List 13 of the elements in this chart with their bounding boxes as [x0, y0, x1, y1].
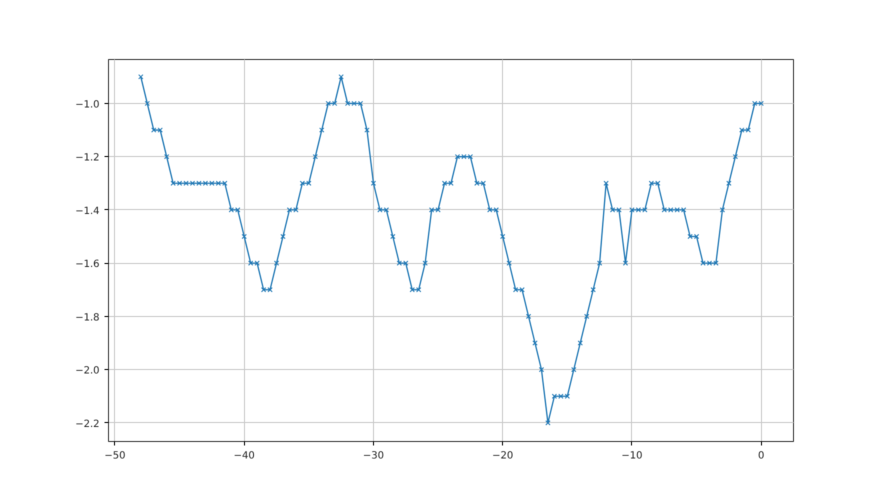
y-tick-label: −1.0	[75, 99, 100, 110]
y-tick-label: −1.8	[75, 312, 100, 324]
x-tick-label: −20	[492, 450, 514, 462]
x-tick-label: −40	[234, 450, 255, 462]
y-tick-label: −1.2	[75, 152, 100, 164]
x-tick-label: −10	[621, 450, 642, 462]
y-tick-label: −2.0	[75, 366, 100, 377]
x-tick-label: 0	[758, 450, 764, 462]
y-tick-label: −2.2	[75, 418, 100, 430]
y-tick-label: −1.6	[75, 259, 100, 270]
x-tick-label: −50	[104, 450, 126, 462]
x-tick-label: −30	[362, 450, 384, 462]
y-tick-label: −1.4	[75, 206, 100, 217]
